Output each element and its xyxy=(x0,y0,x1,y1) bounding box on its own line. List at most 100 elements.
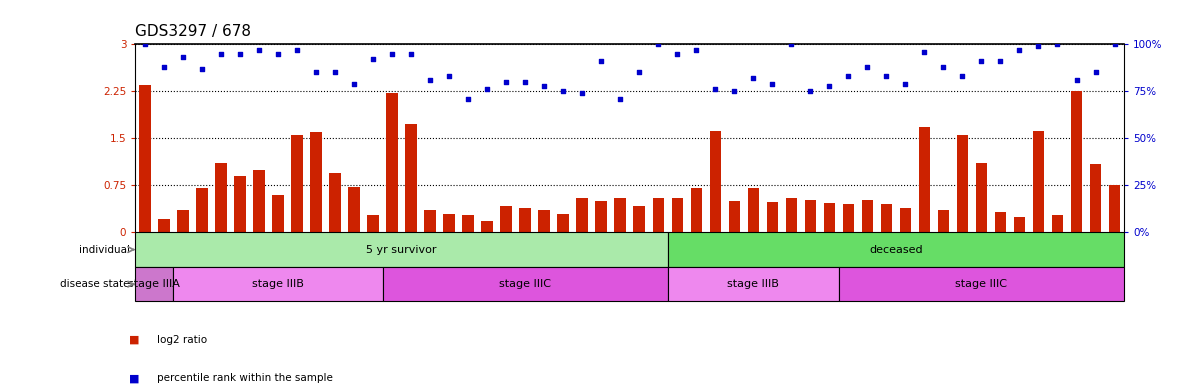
Bar xyxy=(538,210,550,232)
Text: stage IIIC: stage IIIC xyxy=(956,279,1008,289)
Point xyxy=(478,86,497,93)
Text: stage IIIB: stage IIIB xyxy=(727,279,779,289)
Point xyxy=(193,66,212,72)
Bar xyxy=(386,93,398,232)
Text: stage IIIB: stage IIIB xyxy=(252,279,304,289)
Point xyxy=(877,73,896,79)
Bar xyxy=(899,209,911,232)
Bar xyxy=(577,198,587,232)
Bar xyxy=(173,267,383,301)
Text: stage IIIA: stage IIIA xyxy=(128,279,180,289)
Bar xyxy=(633,206,645,232)
Bar xyxy=(976,163,988,232)
Bar xyxy=(178,210,188,232)
Point xyxy=(687,47,706,53)
Bar xyxy=(785,198,797,232)
Point xyxy=(592,58,611,64)
Text: GDS3297 / 678: GDS3297 / 678 xyxy=(135,24,252,39)
Point xyxy=(306,70,325,76)
Point xyxy=(1068,77,1086,83)
Point xyxy=(839,73,858,79)
Point xyxy=(364,56,383,62)
Point xyxy=(896,81,915,87)
Point xyxy=(972,58,991,64)
Bar xyxy=(747,189,759,232)
Point xyxy=(497,79,516,85)
Point xyxy=(935,64,953,70)
Bar xyxy=(652,198,664,232)
Point xyxy=(383,50,401,56)
Point xyxy=(1048,41,1066,47)
Point xyxy=(268,50,287,56)
Point xyxy=(173,54,192,60)
Point xyxy=(763,81,782,87)
Bar xyxy=(1013,217,1025,232)
Point xyxy=(345,81,364,87)
Text: 5 yr survivor: 5 yr survivor xyxy=(366,245,437,255)
Bar xyxy=(766,202,778,232)
Point xyxy=(440,73,459,79)
Bar xyxy=(481,221,493,232)
Bar xyxy=(558,214,568,232)
Point xyxy=(516,79,534,85)
Bar xyxy=(500,206,512,232)
Point xyxy=(420,77,439,83)
Bar xyxy=(1071,91,1082,232)
Bar xyxy=(272,195,284,232)
Bar xyxy=(383,267,667,301)
Bar xyxy=(367,215,379,232)
Text: ■: ■ xyxy=(129,373,140,383)
Text: log2 ratio: log2 ratio xyxy=(157,335,207,345)
Bar xyxy=(330,173,340,232)
Point xyxy=(858,64,877,70)
Bar xyxy=(348,187,360,232)
Point xyxy=(553,88,572,94)
Point xyxy=(135,41,154,47)
Bar xyxy=(672,198,683,232)
Point xyxy=(915,49,933,55)
Bar xyxy=(444,214,454,232)
Text: disease state: disease state xyxy=(60,279,129,289)
Bar xyxy=(691,189,701,232)
Bar xyxy=(957,135,969,232)
Bar xyxy=(862,200,873,232)
Bar xyxy=(805,200,816,232)
Point xyxy=(287,47,306,53)
Point xyxy=(649,41,667,47)
Bar xyxy=(995,212,1006,232)
Bar xyxy=(135,232,667,267)
Point xyxy=(1010,47,1029,53)
Bar xyxy=(197,189,207,232)
Bar xyxy=(919,127,930,232)
Bar xyxy=(215,163,227,232)
Point xyxy=(1105,41,1124,47)
Point xyxy=(611,96,630,102)
Bar xyxy=(843,204,855,232)
Text: deceased: deceased xyxy=(869,245,923,255)
Bar xyxy=(614,198,626,232)
Point xyxy=(250,47,268,53)
Point xyxy=(800,88,819,94)
Bar xyxy=(667,232,1124,267)
Bar xyxy=(139,85,151,232)
Bar xyxy=(1052,215,1063,232)
Bar xyxy=(1032,131,1044,232)
Bar xyxy=(596,201,607,232)
Bar xyxy=(710,131,722,232)
Bar xyxy=(729,201,740,232)
Bar xyxy=(234,176,246,232)
Bar xyxy=(311,132,321,232)
Point xyxy=(534,83,553,89)
Text: percentile rank within the sample: percentile rank within the sample xyxy=(157,373,332,383)
Bar xyxy=(1109,185,1121,232)
Point xyxy=(725,88,744,94)
Bar xyxy=(667,267,839,301)
Bar xyxy=(425,210,435,232)
Point xyxy=(459,96,478,102)
Bar xyxy=(519,209,531,232)
Point xyxy=(630,70,649,76)
Text: individual: individual xyxy=(79,245,129,255)
Point xyxy=(401,50,420,56)
Point xyxy=(573,90,592,96)
Bar xyxy=(135,267,173,301)
